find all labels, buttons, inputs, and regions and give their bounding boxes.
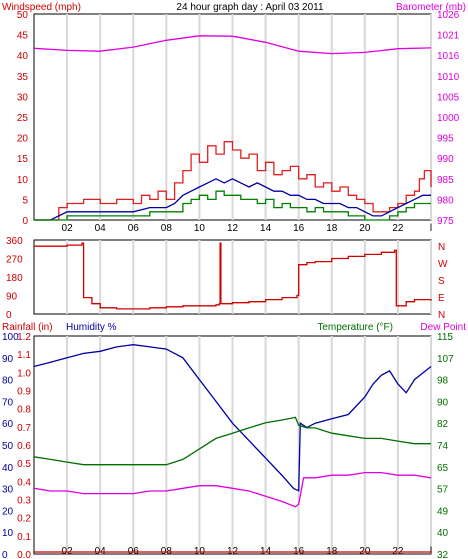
humidity-tick-label: 90 xyxy=(2,354,14,365)
rain-tick-label: 0.9 xyxy=(17,387,31,398)
wind-tick-label: 35 xyxy=(17,72,29,83)
x-tick-label: 04 xyxy=(95,223,107,234)
baro-tick-label: 990 xyxy=(437,154,454,165)
temperature-tick-label: 49 xyxy=(437,506,449,517)
x-tick-label: 10 xyxy=(194,223,206,234)
temperature-tick-label: 98 xyxy=(437,376,449,387)
wind-tick-label: 15 xyxy=(17,154,29,165)
rain-tick-label: 0.2 xyxy=(17,514,31,525)
x-tick-label: 16 xyxy=(293,223,305,234)
direction-tick-label: 360 xyxy=(6,236,23,247)
chart-title: 24 hour graph day : April 03 2011 xyxy=(176,2,324,13)
baro-tick-label: 1000 xyxy=(437,113,460,124)
tick-labels: 0202040406060808101012121414161618182020… xyxy=(2,10,460,559)
temperature-tick-label: 40 xyxy=(437,528,449,539)
direction-letter-label: N xyxy=(438,310,445,321)
x-tick-label: 08 xyxy=(161,223,173,234)
rain-tick-label: 0.6 xyxy=(17,441,31,452)
wind-axis-title: Windspeed (mph) xyxy=(2,2,81,13)
direction-tick-label: 270 xyxy=(6,255,23,266)
x-tick-label: 18 xyxy=(326,223,338,234)
humidity-tick-label: 10 xyxy=(2,528,14,539)
wind-tick-label: 0 xyxy=(22,216,28,227)
wind-tick-label: 40 xyxy=(17,51,29,62)
direction-letter-label: W xyxy=(438,259,448,270)
x-tick-label: 22 xyxy=(392,223,404,234)
humidity-tick-label: 20 xyxy=(2,506,14,517)
x-tick-label: l xyxy=(430,223,432,234)
baro-tick-label: 1026 xyxy=(437,10,460,21)
baro-tick-label: 985 xyxy=(437,175,454,186)
wind-tick-label: 20 xyxy=(17,134,29,145)
direction-tick-label: 0 xyxy=(6,310,12,321)
wind-tick-label: 30 xyxy=(17,92,29,103)
temperature-tick-label: 115 xyxy=(437,332,453,343)
rain-tick-label: 0.4 xyxy=(17,477,31,488)
baro-tick-label: 1010 xyxy=(437,72,460,83)
dewpoint-line xyxy=(33,471,432,508)
gust-line xyxy=(34,141,432,221)
baro-tick-label: 1016 xyxy=(437,51,460,62)
baro-axis-title: Barometer (mb) xyxy=(396,2,466,13)
direction-letter-label: N xyxy=(438,242,445,253)
wind-tick-label: 45 xyxy=(17,31,29,42)
temperature-tick-label: 82 xyxy=(437,419,449,430)
humidity-tick-label: 70 xyxy=(2,397,14,408)
baro-tick-label: 1021 xyxy=(437,31,460,42)
rain-tick-label: 0.8 xyxy=(17,405,31,416)
direction-tick-label: 180 xyxy=(6,273,23,284)
humidity-tick-label: 80 xyxy=(2,376,14,387)
temperature-tick-label: 90 xyxy=(437,397,449,408)
x-tick-label: 06 xyxy=(128,223,140,234)
humidity-tick-label: 100 xyxy=(2,332,19,343)
x-tick-label: 14 xyxy=(260,223,272,234)
x-tick-label: 02 xyxy=(62,223,74,234)
temperature-tick-label: 74 xyxy=(437,441,449,452)
temperature-line xyxy=(33,416,431,466)
humidity-axis-title: Humidity % xyxy=(66,322,117,333)
rain-tick-label: 0.3 xyxy=(17,496,31,507)
series-lines xyxy=(33,35,432,553)
rain-axis-title: Rainfall (in) xyxy=(2,322,53,333)
baro-tick-label: 1005 xyxy=(437,92,460,103)
temperature-tick-label: 32 xyxy=(437,550,449,559)
direction-letter-label: E xyxy=(438,293,445,304)
x-tick-label: 12 xyxy=(227,223,239,234)
dewpoint-axis-title: Dew Point xyxy=(420,322,466,333)
rain-tick-label: 1.1 xyxy=(17,350,31,361)
wind-tick-label: 50 xyxy=(17,10,29,21)
temperature-axis-title: Temperature (°F) xyxy=(317,322,393,333)
barometer-line xyxy=(33,35,432,55)
rain-tick-label: 1.0 xyxy=(17,368,31,379)
rain-tick-label: 0.0 xyxy=(17,550,31,559)
baro-tick-label: 975 xyxy=(437,216,454,227)
temperature-tick-label: 57 xyxy=(437,485,449,496)
baro-tick-label: 995 xyxy=(437,134,454,145)
humidity-line xyxy=(33,344,432,492)
humidity-tick-label: 60 xyxy=(2,419,14,430)
temperature-tick-label: 65 xyxy=(437,463,449,474)
wind-tick-label: 25 xyxy=(17,113,29,124)
wind-tick-label: 5 xyxy=(22,195,28,206)
windspeed-line xyxy=(34,178,431,221)
temperature-tick-label: 107 xyxy=(437,354,454,365)
humidity-tick-label: 40 xyxy=(2,463,14,474)
rain-tick-label: 0.7 xyxy=(17,423,31,434)
humidity-tick-label: 0 xyxy=(2,550,8,559)
wind-tick-label: 10 xyxy=(17,175,29,186)
x-tick-label: 20 xyxy=(359,223,371,234)
rain-tick-label: 0.5 xyxy=(17,459,31,470)
humidity-tick-label: 30 xyxy=(2,485,14,496)
humidity-tick-label: 50 xyxy=(2,441,14,452)
direction-tick-label: 90 xyxy=(6,292,18,303)
direction-letter-label: S xyxy=(438,276,445,287)
rain-tick-label: 0.1 xyxy=(17,532,31,543)
average-wind-line xyxy=(34,190,431,221)
baro-tick-label: 980 xyxy=(437,195,454,206)
wind-direction-line xyxy=(34,242,432,310)
rain-tick-label: 1.2 xyxy=(17,332,31,343)
